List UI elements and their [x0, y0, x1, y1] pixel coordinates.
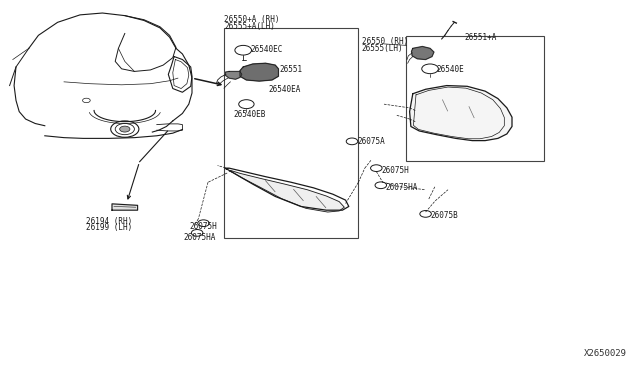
Circle shape	[120, 126, 130, 132]
Text: 26075H: 26075H	[381, 166, 409, 175]
Text: 26551+A: 26551+A	[464, 33, 497, 42]
Text: 26540E: 26540E	[436, 65, 464, 74]
Text: 26194 (RH): 26194 (RH)	[86, 217, 132, 226]
Text: 26551: 26551	[280, 65, 303, 74]
Polygon shape	[240, 63, 278, 81]
Bar	[406, 36, 544, 161]
Text: 26550 (RH): 26550 (RH)	[362, 37, 408, 46]
Text: 26075B: 26075B	[431, 211, 458, 220]
Text: 26075HA: 26075HA	[386, 183, 419, 192]
Text: 26199 (LH): 26199 (LH)	[86, 223, 132, 232]
Text: X2650029: X2650029	[584, 349, 627, 358]
Polygon shape	[112, 204, 138, 210]
Text: 26075A: 26075A	[357, 137, 385, 146]
Text: 26555(LH): 26555(LH)	[362, 44, 403, 53]
Text: 26550+A (RH): 26550+A (RH)	[224, 15, 280, 24]
Text: 26540EA: 26540EA	[269, 85, 301, 94]
Text: 26540EC: 26540EC	[251, 45, 284, 54]
Text: 26075HA: 26075HA	[183, 233, 216, 242]
Text: 26075H: 26075H	[189, 222, 217, 231]
Bar	[224, 28, 358, 238]
Text: 26540EB: 26540EB	[234, 110, 266, 119]
Polygon shape	[412, 46, 434, 60]
Text: 26555+A(LH): 26555+A(LH)	[224, 22, 275, 31]
Polygon shape	[410, 86, 512, 141]
Polygon shape	[229, 170, 344, 212]
Polygon shape	[225, 71, 242, 79]
